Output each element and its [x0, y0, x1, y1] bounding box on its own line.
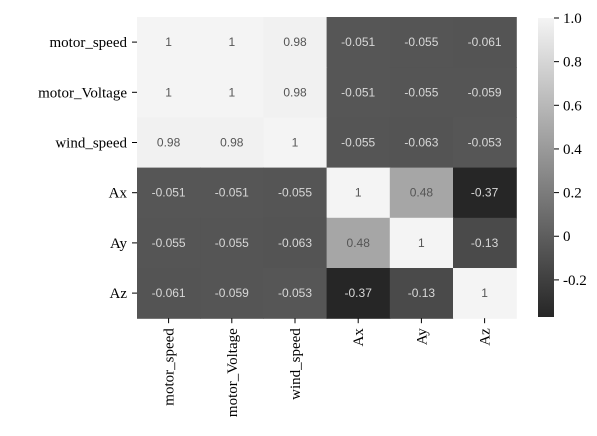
heatmap-cell-4-5	[453, 217, 517, 269]
heatmap-cell-5-4	[389, 268, 454, 319]
heatmap-cell-3-1	[200, 167, 264, 219]
cell-annotation: -0.055	[152, 236, 186, 250]
cell-annotation: -0.055	[278, 186, 312, 200]
cell-annotation: -0.061	[152, 286, 186, 300]
heatmap-cell-3-2	[263, 167, 328, 219]
heatmap-cell-2-0	[137, 117, 201, 169]
heatmap-cell-4-3	[326, 217, 391, 269]
row-label: Ay	[110, 236, 127, 252]
cell-annotation: -0.059	[215, 286, 249, 300]
heatmap-cell-5-3	[326, 268, 391, 319]
cell-annotation: -0.051	[152, 186, 186, 200]
heatmap-cell-3-4	[389, 167, 454, 219]
cell-annotation: -0.37	[471, 186, 499, 200]
cell-annotation: -0.13	[408, 286, 436, 300]
heatmap-cell-3-5	[453, 167, 517, 219]
heatmap-cell-3-3	[326, 167, 391, 219]
colorbar-tick-label: -0.2	[563, 273, 587, 289]
cell-annotation: 1	[355, 186, 362, 200]
cell-annotation: -0.37	[345, 286, 373, 300]
cell-annotation: 1	[418, 236, 425, 250]
cell-annotation: 1	[165, 35, 172, 49]
colorbar-tick-label: 0	[563, 229, 571, 245]
colorbar-tick-label: 0.8	[563, 55, 582, 71]
heatmap-cell-0-5	[453, 17, 517, 68]
heatmap-cell-1-3	[326, 67, 391, 118]
heatmap-cell-3-0	[137, 167, 201, 219]
column-label: Az	[478, 328, 494, 346]
heatmap-cell-1-1	[200, 67, 264, 118]
colorbar-tick-label: 0.6	[563, 98, 582, 114]
column-label: motor_speed	[162, 328, 178, 406]
cell-annotation: -0.051	[341, 85, 375, 99]
heatmap-cell-0-2	[263, 17, 328, 68]
heatmap-cells: 1 1 0.98 -0.051 -0.055 -0.061 1 1 0.98 -0.051 -0.0…	[137, 17, 517, 319]
heatmap-cell-4-2	[263, 217, 328, 269]
heatmap-cell-1-5	[453, 67, 517, 118]
heatmap-cell-2-4	[389, 117, 454, 169]
heatmap-cell-5-5	[453, 268, 517, 319]
row-label: Az	[110, 286, 128, 302]
heatmap-cell-1-0	[137, 67, 201, 118]
cell-annotation: 0.98	[220, 136, 244, 150]
cell-annotation: 0.98	[157, 136, 181, 150]
cell-annotation: -0.055	[404, 85, 438, 99]
colorbar-ticks: 1.0 0.8 0.6 0.4 0.2 0 -0.2	[554, 11, 587, 289]
cell-annotation: 0.48	[410, 186, 434, 200]
row-label: motor_Voltage	[38, 85, 127, 101]
cell-annotation: 1	[228, 85, 235, 99]
column-labels: motor_speed motor_Voltage wind_speed Ax Ay Az	[162, 318, 494, 417]
heatmap-cell-2-1	[200, 117, 264, 169]
cell-annotation: -0.059	[468, 85, 502, 99]
column-label: wind_speed	[288, 328, 304, 400]
heatmap-cell-0-3	[326, 17, 391, 68]
cell-annotation: 1	[165, 85, 172, 99]
cell-annotation: -0.053	[468, 136, 502, 150]
cell-annotation: 1	[292, 136, 299, 150]
colorbar-tick-label: 1.0	[563, 11, 582, 27]
heatmap-cell-5-1	[200, 268, 264, 319]
heatmap-cell-0-0	[137, 17, 201, 68]
cell-annotation: -0.051	[215, 186, 249, 200]
column-label: Ay	[414, 328, 430, 345]
row-labels: motor_speed motor_Voltage wind_speed Ax Ay Az	[38, 35, 137, 302]
heatmap-cell-4-4	[389, 217, 454, 269]
cell-annotation: -0.053	[278, 286, 312, 300]
heatmap-cell-2-2	[263, 117, 328, 169]
cell-annotation: 1	[481, 286, 488, 300]
cell-annotation: -0.13	[471, 236, 499, 250]
cell-annotation: -0.051	[341, 35, 375, 49]
heatmap-cell-5-0	[137, 268, 201, 319]
cell-annotation: 0.98	[283, 35, 307, 49]
heatmap-cell-0-1	[200, 17, 264, 68]
column-label: Ax	[351, 328, 367, 347]
row-label: wind_speed	[55, 136, 127, 152]
heatmap-cell-4-1	[200, 217, 264, 269]
row-label: motor_speed	[50, 35, 128, 51]
cell-annotation: 0.48	[347, 236, 371, 250]
colorbar-tick-label: 0.2	[563, 186, 582, 202]
heatmap-cell-2-5	[453, 117, 517, 169]
heatmap-cell-1-4	[389, 67, 454, 118]
cell-annotation: 0.98	[283, 85, 307, 99]
cell-annotation: -0.061	[468, 35, 502, 49]
row-label: Ax	[109, 186, 128, 202]
cell-annotation: -0.055	[341, 136, 375, 150]
cell-annotation: -0.055	[404, 35, 438, 49]
colorbar-tick-label: 0.4	[563, 142, 582, 158]
column-label: motor_Voltage	[225, 328, 241, 417]
cell-annotation: -0.055	[215, 236, 249, 250]
cell-annotation: -0.063	[278, 236, 312, 250]
heatmap-cell-0-4	[389, 17, 454, 68]
colorbar	[538, 18, 554, 317]
cell-annotation: 1	[228, 35, 235, 49]
cell-annotation: -0.063	[404, 136, 438, 150]
heatmap-cell-4-0	[137, 217, 201, 269]
heatmap-cell-1-2	[263, 67, 328, 118]
heatmap-cell-5-2	[263, 268, 328, 319]
heatmap-cell-2-3	[326, 117, 391, 169]
